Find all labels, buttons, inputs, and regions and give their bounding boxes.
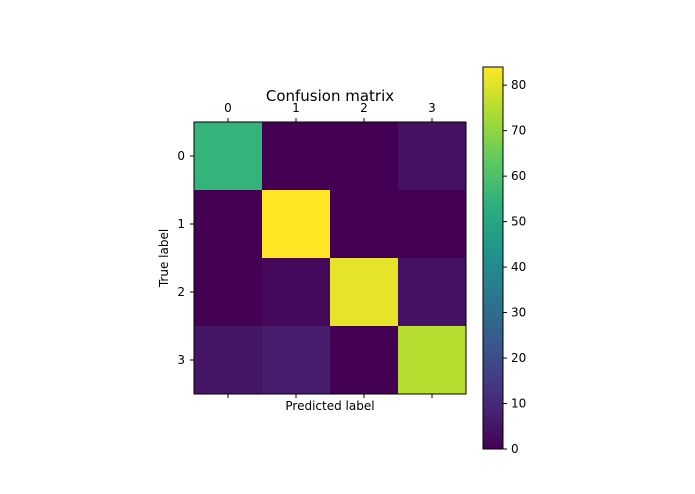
x-tick-label: 0	[224, 101, 232, 115]
y-axis-ticks: 0 1 2 3	[177, 149, 194, 367]
heatmap-cell	[330, 190, 399, 259]
heatmap-cell	[194, 326, 263, 395]
heatmap-cell	[330, 122, 399, 191]
y-tick-label: 2	[177, 285, 185, 299]
colorbar-tick-label: 40	[511, 260, 526, 274]
x-tick-label: 1	[292, 101, 300, 115]
colorbar-tick-label: 60	[511, 169, 526, 183]
colorbar-ticks: 0 10 20 30 40 50 60 70 80	[503, 78, 526, 456]
colorbar-tick-label: 20	[511, 351, 526, 365]
colorbar-tick-label: 0	[511, 442, 519, 456]
plot-frame	[193, 121, 467, 395]
heatmap-cell	[194, 190, 263, 259]
heatmap-cell	[194, 258, 263, 327]
heatmap-cell	[262, 326, 331, 395]
colorbar-tick-label: 70	[511, 124, 526, 138]
x-tick-label: 3	[428, 101, 436, 115]
colorbar-tick-label: 10	[511, 397, 526, 411]
y-tick-label: 0	[177, 149, 185, 163]
heatmap-cell	[194, 122, 263, 191]
heatmap-cell	[262, 122, 331, 191]
colorbar-tick-label: 80	[511, 78, 526, 92]
heatmap-cell	[330, 258, 399, 327]
heatmap-cells	[194, 122, 467, 395]
heatmap-cell	[330, 326, 399, 395]
colorbar-tick-label: 30	[511, 306, 526, 320]
y-tick-label: 1	[177, 217, 185, 231]
y-axis-label: True label	[157, 229, 171, 288]
x-axis-label: Predicted label	[285, 399, 374, 413]
heatmap-cell	[262, 190, 331, 259]
heatmap-cell	[398, 258, 467, 327]
chart-title: Confusion matrix	[266, 87, 394, 105]
colorbar	[482, 66, 504, 450]
x-tick-label: 2	[360, 101, 368, 115]
heatmap-cell	[262, 258, 331, 327]
x-axis-ticks: 0 1 2 3	[224, 101, 436, 398]
heatmap-cell	[398, 122, 467, 191]
colorbar-tick-label: 50	[511, 215, 526, 229]
heatmap-cell	[398, 326, 467, 395]
y-tick-label: 3	[177, 353, 185, 367]
heatmap-cell	[398, 190, 467, 259]
